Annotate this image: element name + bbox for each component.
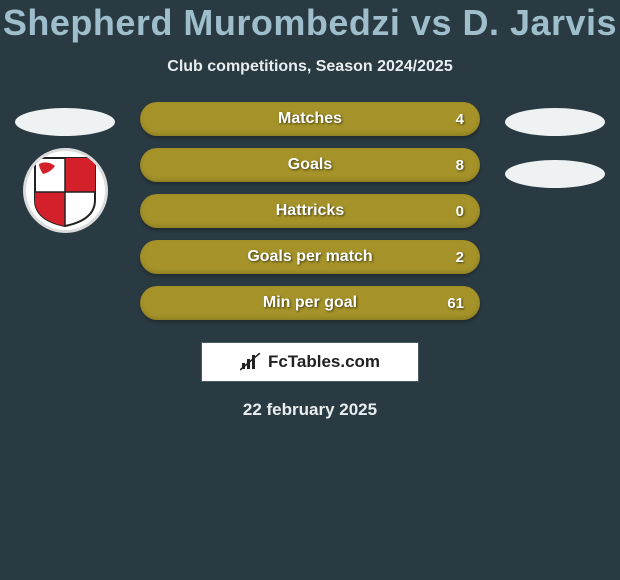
stat-value: 8 [456,157,464,174]
shield-crest-icon [33,154,97,228]
stat-label: Goals per match [247,248,372,266]
stat-value: 61 [447,295,464,312]
page-title: Shepherd Murombedzi vs D. Jarvis [3,2,617,44]
right-top-oval [505,108,605,136]
stat-value: 4 [456,111,464,128]
stat-pill: Hattricks 0 [140,194,480,228]
stat-label: Min per goal [263,294,357,312]
left-club-badge [23,148,108,233]
subtitle: Club competitions, Season 2024/2025 [167,58,452,76]
left-top-oval [15,108,115,136]
stats-list: Matches 4 Goals 8 Hattricks 0 Goals per match 2… [140,102,480,320]
stat-pill: Goals 8 [140,148,480,182]
stat-pill: Matches 4 [140,102,480,136]
right-player-col [500,108,610,188]
date-text: 22 february 2025 [243,400,377,420]
left-player-col [10,108,120,233]
stat-value: 0 [456,203,464,220]
stat-label: Matches [278,110,342,128]
bar-chart-icon [240,353,262,371]
stats-comparison: Matches 4 Goals 8 Hattricks 0 Goals per match 2… [0,108,620,320]
stat-pill: Min per goal 61 [140,286,480,320]
stat-pill: Goals per match 2 [140,240,480,274]
brand-text: FcTables.com [268,352,380,372]
brand-attribution: FcTables.com [201,342,419,382]
right-second-oval [505,160,605,188]
stat-value: 2 [456,249,464,266]
stat-label: Hattricks [276,202,344,220]
stat-label: Goals [288,156,332,174]
